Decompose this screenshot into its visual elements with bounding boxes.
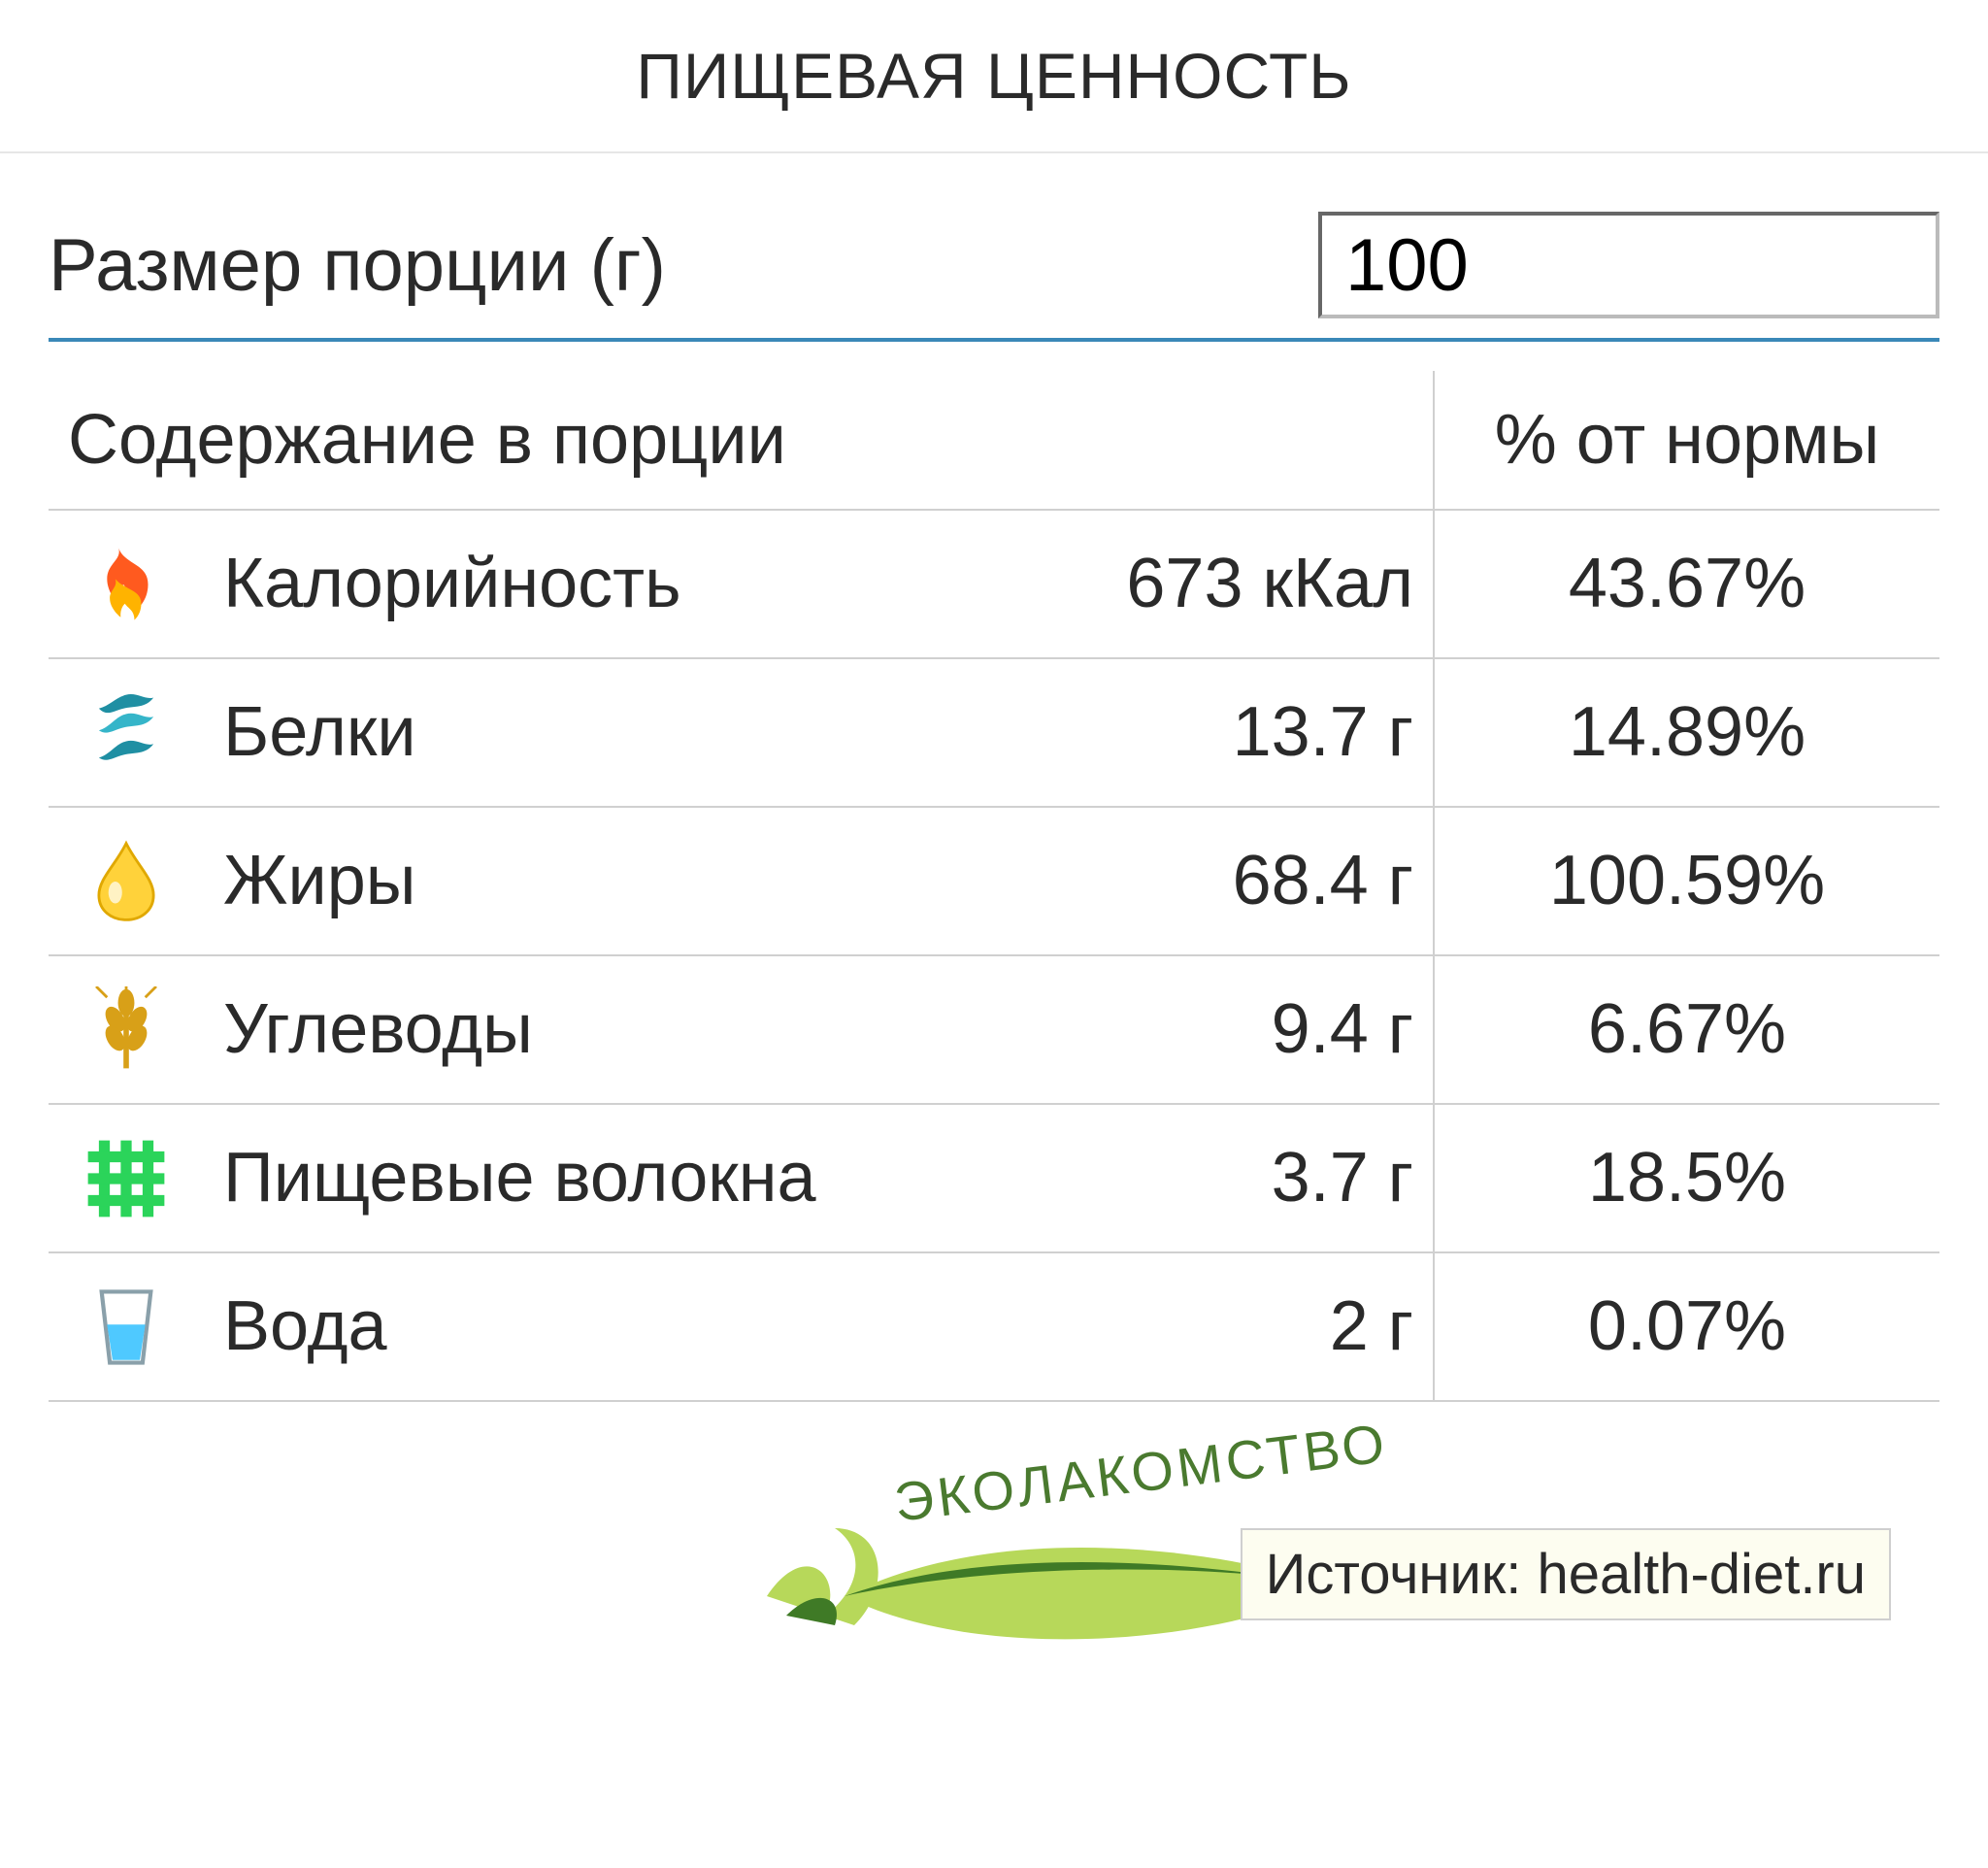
source-label: Источник: health-diet.ru (1241, 1528, 1891, 1620)
nutrition-table: Содержание в порции % от нормы Калорийно… (49, 371, 1939, 1402)
nutrient-value: 9.4 г (1025, 955, 1434, 1104)
divider-top (0, 151, 1988, 153)
nutrient-percent: 0.07% (1434, 1252, 1939, 1401)
table-row: Калорийность 673 кКал 43.67% (49, 510, 1939, 658)
table-row: Пищевые волокна 3.7 г 18.5% (49, 1104, 1939, 1252)
page-title: ПИЩЕВАЯ ЦЕННОСТЬ (49, 39, 1939, 113)
nutrient-name: Углеводы (204, 955, 1025, 1104)
table-row: Жиры 68.4 г 100.59% (49, 807, 1939, 955)
portion-label: Размер порции (г) (49, 223, 666, 308)
footer: ЭКОЛАКОМСТВО Источник: health-diet.ru (49, 1421, 1939, 1674)
nutrient-name: Калорийность (204, 510, 1025, 658)
nutrition-panel: ПИЩЕВАЯ ЦЕННОСТЬ Размер порции (г) Содер… (0, 0, 1988, 1868)
protein-icon (49, 658, 204, 807)
nutrient-name: Пищевые волокна (204, 1104, 1025, 1252)
portion-row: Размер порции (г) (49, 212, 1939, 342)
portion-input[interactable] (1318, 212, 1939, 318)
nutrient-value: 673 кКал (1025, 510, 1434, 658)
nutrient-name: Вода (204, 1252, 1025, 1401)
nutrient-percent: 6.67% (1434, 955, 1939, 1104)
nutrient-name: Белки (204, 658, 1025, 807)
nutrient-value: 3.7 г (1025, 1104, 1434, 1252)
water-icon (49, 1252, 204, 1401)
col-header-content: Содержание в порции (49, 371, 1434, 510)
table-row: Углеводы 9.4 г 6.67% (49, 955, 1939, 1104)
nutrient-value: 2 г (1025, 1252, 1434, 1401)
fiber-icon (49, 1104, 204, 1252)
table-row: Белки 13.7 г 14.89% (49, 658, 1939, 807)
nutrient-value: 68.4 г (1025, 807, 1434, 955)
nutrient-value: 13.7 г (1025, 658, 1434, 807)
table-row: Вода 2 г 0.07% (49, 1252, 1939, 1401)
fat-icon (49, 807, 204, 955)
calories-icon (49, 510, 204, 658)
nutrient-name: Жиры (204, 807, 1025, 955)
carbs-icon (49, 955, 204, 1104)
nutrient-percent: 43.67% (1434, 510, 1939, 658)
nutrient-percent: 14.89% (1434, 658, 1939, 807)
col-header-percent: % от нормы (1434, 371, 1939, 510)
nutrient-percent: 18.5% (1434, 1104, 1939, 1252)
nutrient-percent: 100.59% (1434, 807, 1939, 955)
